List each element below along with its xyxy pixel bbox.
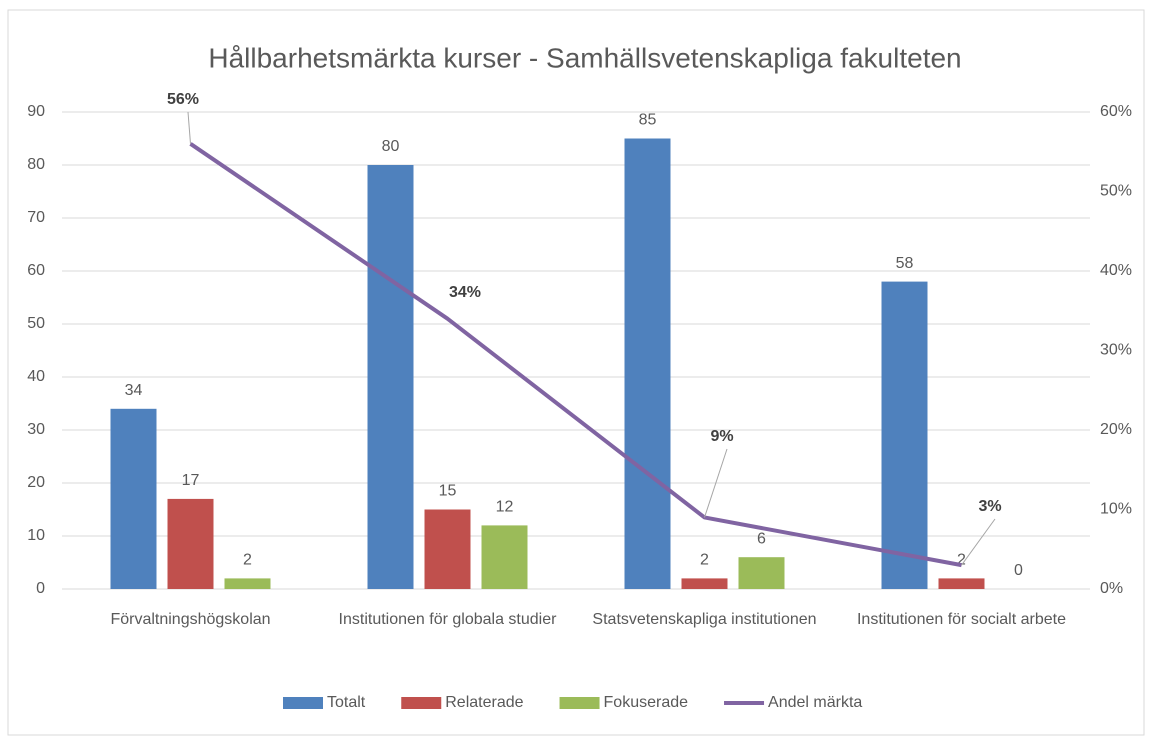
- leader-line: [961, 518, 996, 566]
- y2-tick-label: 10%: [1100, 501, 1132, 518]
- legend-swatch: [559, 697, 600, 709]
- y-tick-label: 60: [27, 262, 45, 279]
- y-tick-label: 80: [27, 156, 45, 173]
- bar-label: 58: [896, 255, 914, 272]
- y-tick-label: 50: [27, 315, 45, 332]
- y-tick-label: 10: [27, 527, 45, 544]
- x-tick-label: Förvaltningshögskolan: [110, 611, 271, 628]
- y2-tick-label: 60%: [1100, 103, 1132, 120]
- chart-border: [7, 9, 1145, 736]
- bar-label: 12: [496, 499, 514, 516]
- bar-label: 34: [125, 382, 143, 399]
- legend-label: Relaterade: [445, 694, 523, 711]
- chart-title: Hållbarhetsmärkta kurser - Samhällsveten…: [208, 42, 961, 73]
- bar: [624, 138, 671, 589]
- y-tick-label: 90: [27, 103, 45, 120]
- line-label: 9%: [710, 428, 733, 445]
- x-tick-label: Statsvetenskapliga institutionen: [592, 611, 817, 628]
- bar: [881, 281, 928, 589]
- y2-tick-label: 50%: [1100, 183, 1132, 200]
- bar-label: 15: [439, 483, 457, 500]
- bar: [167, 498, 214, 589]
- bar: [681, 578, 728, 589]
- legend-swatch: [401, 697, 442, 709]
- bar: [110, 408, 157, 589]
- bar: [367, 165, 414, 589]
- bar: [481, 525, 528, 589]
- y2-tick-label: 40%: [1100, 262, 1132, 279]
- line: [189, 142, 962, 568]
- y-tick-label: 30: [27, 421, 45, 438]
- y-tick-label: 40: [27, 368, 45, 385]
- bar-label: 2: [700, 552, 709, 569]
- bar-label: 2: [957, 552, 966, 569]
- bar-label: 6: [757, 530, 766, 547]
- legend-label: Totalt: [327, 694, 366, 711]
- legend-label: Andel märkta: [768, 694, 862, 711]
- y-tick-label: 0: [36, 580, 45, 597]
- bar: [738, 557, 785, 589]
- leader-line: [187, 111, 191, 144]
- bar: [424, 509, 471, 589]
- leader-line: [704, 448, 728, 518]
- y-tick-label: 70: [27, 209, 45, 226]
- y2-tick-label: 0%: [1100, 580, 1123, 597]
- line-label: 34%: [449, 284, 481, 301]
- bar: [938, 578, 985, 589]
- bar-label: 2: [243, 552, 252, 569]
- bar-label: 80: [382, 138, 400, 155]
- x-tick-label: Institutionen för globala studier: [338, 611, 557, 628]
- legend-label: Fokuserade: [604, 694, 689, 711]
- bar-label: 85: [639, 112, 657, 129]
- y-tick-label: 20: [27, 474, 45, 491]
- y2-tick-label: 30%: [1100, 342, 1132, 359]
- x-tick-label: Institutionen för socialt arbete: [856, 611, 1066, 628]
- legend-swatch: [283, 697, 323, 709]
- bar-label: 0: [1014, 562, 1023, 579]
- line-label: 56%: [167, 91, 199, 108]
- y2-tick-label: 20%: [1100, 421, 1132, 438]
- bar-label: 17: [182, 472, 200, 489]
- bar: [224, 578, 271, 589]
- line-label: 3%: [978, 498, 1001, 515]
